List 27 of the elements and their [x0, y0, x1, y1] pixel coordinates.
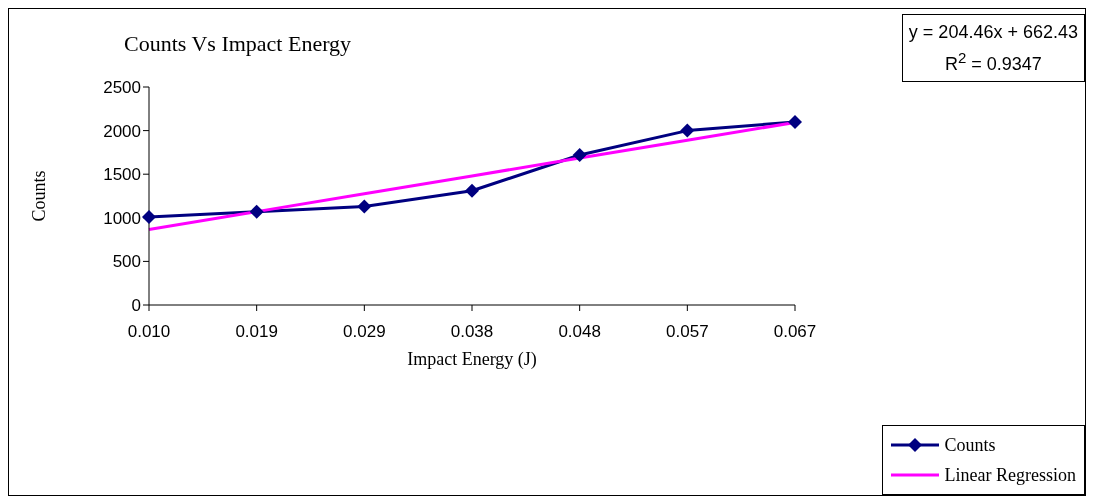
y-tick-label: 1000 [103, 208, 141, 228]
y-axis-title: Counts [29, 170, 50, 222]
legend-label: Counts [944, 434, 996, 456]
point [142, 209, 156, 224]
x-tick-label: 0.038 [450, 322, 494, 342]
y-tick-label: 0 [131, 296, 141, 316]
chart-title: Counts Vs Impact Energy [124, 31, 352, 57]
x-tick-label: 0.048 [558, 322, 601, 342]
text: R$^{2}$ = 0.9347 [943, 48, 1043, 76]
x-axis-title: Impact Energy (J) [407, 349, 537, 370]
x-tick-label: 0.019 [235, 322, 278, 342]
y-tick-label: 1500 [103, 165, 141, 185]
y-tick-label: 2500 [103, 78, 141, 98]
legend-label: Linear Regression [944, 464, 1076, 486]
point [788, 114, 802, 129]
y-tick-label: 2000 [103, 121, 141, 141]
point [357, 199, 372, 214]
point [680, 123, 695, 138]
x-tick-label: 0.029 [343, 322, 386, 342]
x-tick-label: 0.010 [127, 322, 171, 342]
x-tick-label: 0.067 [773, 322, 817, 342]
point [572, 148, 587, 163]
point [249, 204, 264, 219]
x-tick-label: 0.057 [666, 322, 709, 342]
text: y = 204.46x + 662.43 [908, 21, 1078, 44]
point [465, 183, 479, 198]
y-tick-label: 500 [112, 252, 141, 272]
